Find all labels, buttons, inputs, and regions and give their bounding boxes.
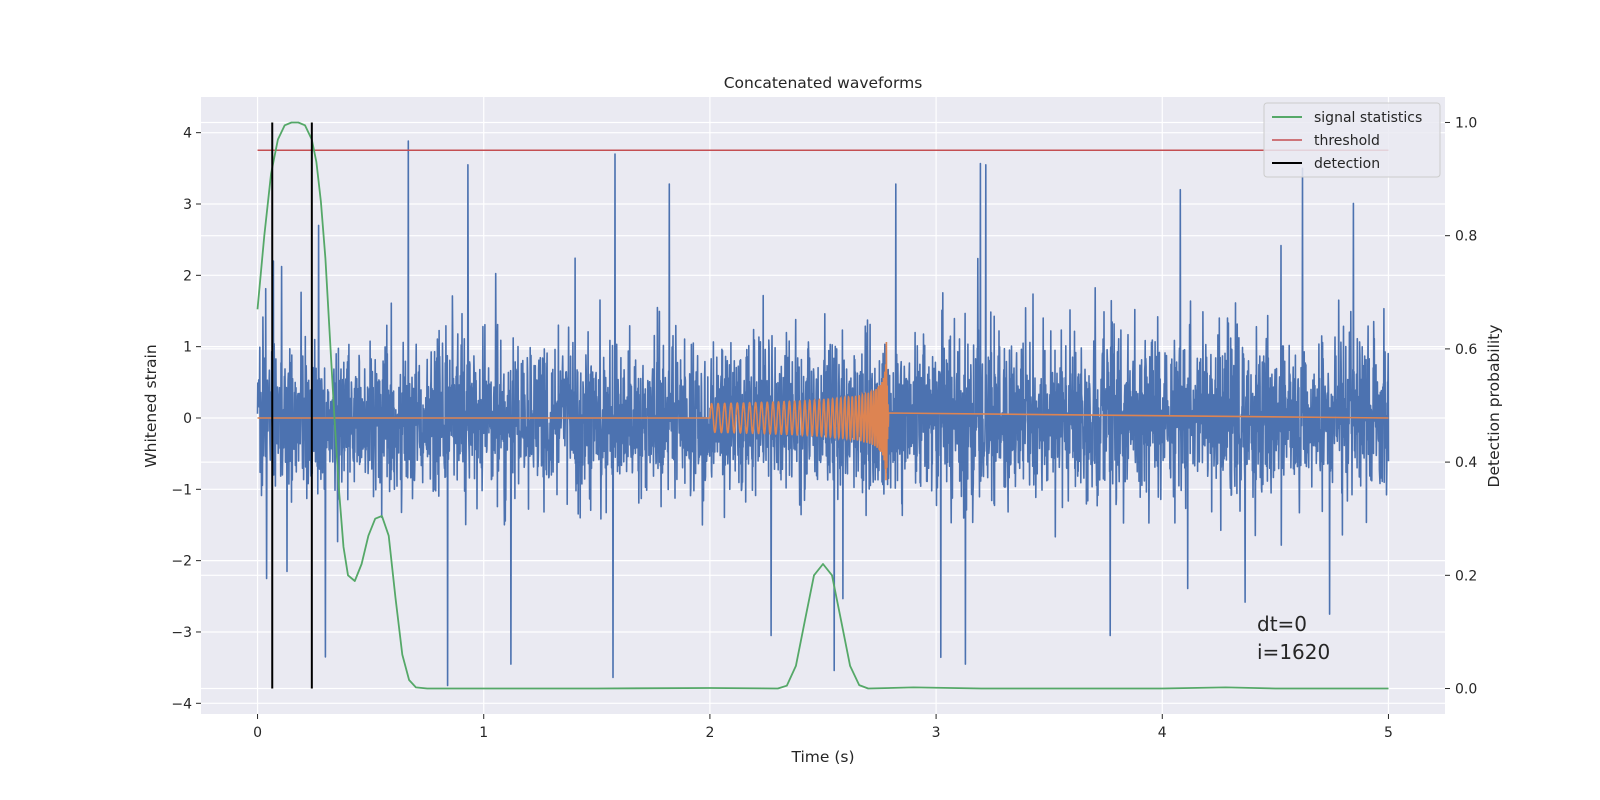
annotation-dt: dt=0	[1257, 612, 1307, 636]
chirp-series	[257, 341, 1389, 481]
legend-box	[1263, 102, 1441, 178]
y2-tick-label-4: 0.8	[1455, 229, 1477, 245]
legend-label-detection: detection	[1314, 156, 1380, 172]
y-axis-label: Whitened strain	[142, 344, 160, 467]
y-axis-ticks: −4 −3 −2 −1 0 1 2 3 4	[171, 126, 201, 712]
x-tick-label-1: 1	[479, 725, 488, 741]
y2-axis-ticks: 0.0 0.2 0.4 0.6 0.8 1.0	[1445, 115, 1477, 698]
chirp-line	[257, 341, 1389, 481]
y-tick-label-1: −3	[171, 625, 192, 641]
legend-label-threshold: threshold	[1314, 133, 1380, 149]
y-tick-label-4: 0	[183, 411, 192, 427]
x-tick-label-2: 2	[705, 725, 714, 741]
annotation-index: i=1620	[1257, 640, 1330, 664]
x-axis-label: Time (s)	[790, 748, 854, 766]
legend: signal statistics threshold detection	[1263, 102, 1441, 178]
y-tick-label-7: 3	[183, 197, 192, 213]
y-tick-label-6: 2	[183, 268, 192, 284]
chart-title: Concatenated waveforms	[724, 74, 923, 92]
y-tick-label-5: 1	[183, 340, 192, 356]
x-tick-label-3: 3	[932, 725, 941, 741]
y-tick-label-2: −2	[171, 554, 192, 570]
y2-tick-label-1: 0.2	[1455, 568, 1477, 584]
x-axis-ticks: 0 1 2 3 4 5	[253, 714, 1393, 741]
x-tick-label-4: 4	[1158, 725, 1167, 741]
y-tick-label-0: −4	[171, 696, 192, 712]
y2-tick-label-0: 0.0	[1455, 682, 1477, 698]
x-tick-label-5: 5	[1384, 725, 1393, 741]
x-tick-label-0: 0	[253, 725, 262, 741]
right-axis-series	[256, 121, 1389, 690]
legend-label-signal-statistics: signal statistics	[1314, 110, 1422, 126]
y2-tick-label-2: 0.4	[1455, 455, 1477, 471]
signal-statistics-line	[256, 121, 1389, 690]
y-tick-label-8: 4	[183, 126, 192, 142]
y2-axis-label: Detection probability	[1485, 325, 1503, 488]
y2-tick-label-3: 0.6	[1455, 342, 1477, 358]
y-tick-label-3: −1	[171, 482, 192, 498]
y2-tick-label-5: 1.0	[1455, 115, 1477, 131]
